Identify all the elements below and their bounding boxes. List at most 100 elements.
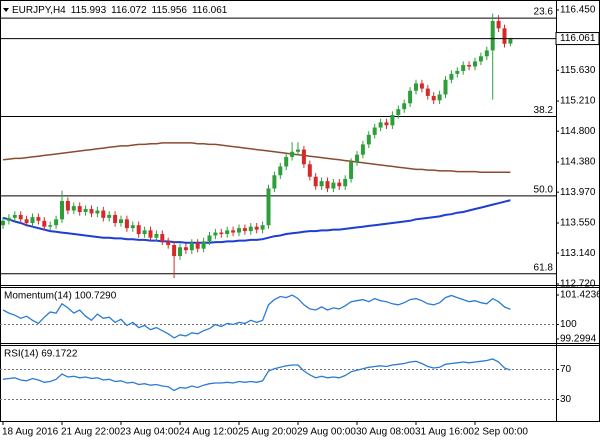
candle-body	[443, 79, 448, 95]
x-tick-label: 23 Aug 04:00	[120, 427, 179, 438]
fibo-label: 38.2	[534, 105, 554, 116]
candle-body	[331, 182, 336, 189]
candle-body	[366, 134, 371, 145]
moving-average	[2, 142, 511, 174]
fibo-label: 50.0	[534, 184, 554, 195]
candle-body	[113, 214, 118, 224]
x-tick-label: 25 Aug 20:00	[238, 427, 297, 438]
y-tick-label: 30	[560, 394, 572, 405]
candle-body	[260, 225, 265, 230]
candle-body	[490, 21, 495, 51]
candle-body	[431, 95, 436, 101]
candle-body	[142, 230, 147, 235]
candle-body	[201, 241, 206, 249]
candle-body	[484, 50, 489, 57]
candle-body	[130, 225, 135, 229]
y-tick-label: 113.970	[560, 187, 596, 198]
candle-body	[231, 230, 236, 233]
y-tick-label: 114.380	[560, 157, 596, 168]
candle-body	[83, 209, 88, 212]
candle-body	[189, 242, 194, 251]
header-high: 116.072	[111, 5, 147, 16]
candle-body	[408, 90, 413, 104]
candle-body	[183, 247, 188, 251]
candle-body	[178, 247, 182, 257]
candle-body	[266, 188, 271, 226]
candle-body	[101, 210, 106, 218]
header-low: 115.956	[152, 5, 188, 16]
candle-body	[414, 83, 418, 91]
pane	[0, 358, 556, 400]
candle-body	[425, 88, 430, 96]
header-open: 115.993	[71, 5, 107, 16]
y-tick-label: 112.720	[560, 279, 596, 290]
pane	[0, 294, 556, 339]
candle-body	[372, 127, 377, 135]
candle-body	[467, 65, 472, 67]
candle-body	[65, 200, 70, 211]
y-tick-label: 115.210	[560, 96, 596, 107]
y-tick-label: 113.140	[560, 248, 596, 259]
candle-body	[107, 214, 112, 218]
x-tick-label: 31 Aug 16:00	[415, 427, 474, 438]
y-tick-label: 115.630	[560, 65, 596, 76]
candle-body	[461, 65, 466, 71]
candle-body	[89, 209, 94, 214]
header-close: 116.061	[192, 5, 228, 16]
candle-body	[390, 115, 395, 126]
candle-body	[124, 219, 129, 229]
y-tick-label: 116.450	[560, 5, 596, 16]
candle-body	[71, 206, 76, 211]
candle-body	[1, 220, 5, 226]
candle-body	[455, 70, 460, 74]
candle-body	[95, 210, 100, 214]
y-tick-label: 113.550	[560, 218, 596, 229]
x-tick-label: 24 Aug 12:00	[179, 427, 238, 438]
menu-arrow[interactable]	[3, 8, 9, 12]
candle-body	[36, 217, 41, 221]
last-price-box	[555, 32, 600, 46]
candle-body	[148, 230, 153, 238]
candle-body	[42, 220, 47, 227]
candle-body	[473, 61, 477, 67]
candle-body	[478, 56, 483, 62]
candle-body	[166, 241, 171, 246]
candle-body	[48, 225, 53, 227]
candle-body	[54, 219, 59, 226]
candle-body	[508, 38, 513, 44]
indicator-line	[2, 358, 511, 392]
candle-body	[502, 28, 507, 44]
candle-body	[248, 226, 253, 232]
candle-body	[496, 21, 501, 29]
candle-body	[313, 176, 318, 187]
x-tick-label: 2 Sep 00:00	[474, 427, 528, 438]
candle-body	[172, 245, 177, 257]
x-tick-label: 29 Aug 00:00	[297, 427, 356, 438]
candle-body	[119, 219, 123, 224]
candle-body	[437, 94, 442, 101]
y-tick-label: 99.2994	[560, 334, 597, 345]
y-tick-label: 101.4236	[560, 290, 600, 301]
candle-body	[237, 228, 241, 233]
candle-body	[337, 182, 342, 187]
candle-body	[419, 83, 424, 89]
candle-body	[195, 242, 200, 249]
candle-body	[296, 149, 300, 152]
fibo-label: 23.6	[534, 7, 554, 18]
candle-body	[301, 149, 306, 165]
candle-body	[207, 235, 212, 242]
fibo-label: 61.8	[534, 262, 554, 273]
candle-body	[290, 151, 295, 157]
pane-title: RSI(14) 69.1722	[4, 349, 78, 360]
candle-body	[449, 73, 454, 80]
candle-body	[60, 200, 64, 220]
candle-body	[160, 234, 165, 242]
candle-body	[307, 164, 312, 177]
candle-body	[6, 217, 11, 221]
candle-body	[12, 214, 17, 218]
frame	[0, 0, 600, 422]
candle-body	[360, 144, 365, 155]
candle-body	[402, 103, 407, 110]
pane	[0, 13, 556, 279]
